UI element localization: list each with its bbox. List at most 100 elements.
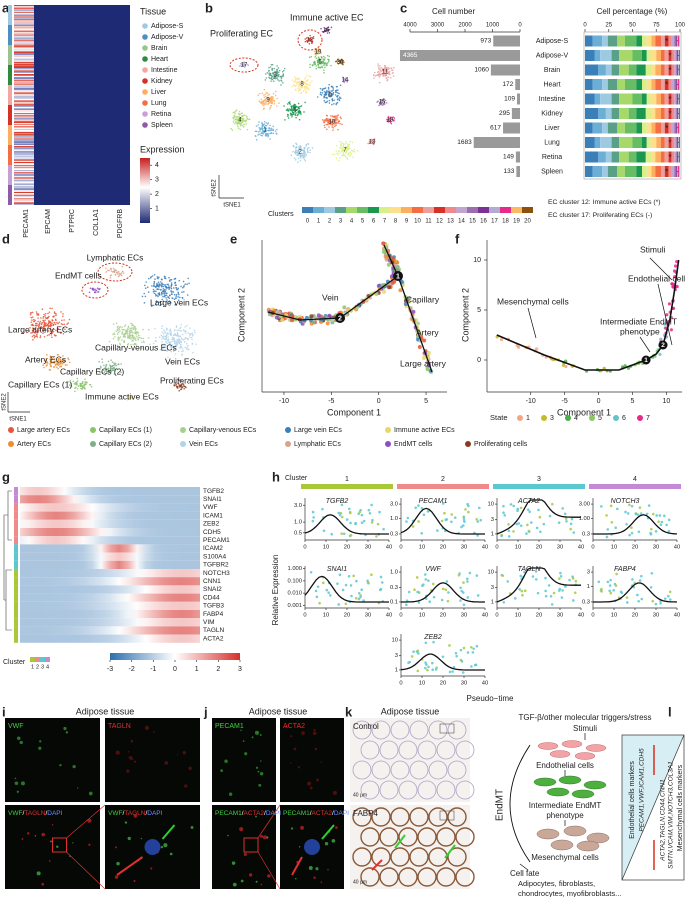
signal [190, 826, 194, 829]
cell-dot [69, 379, 72, 382]
axis-title: Cell number [432, 7, 475, 16]
cell-dot [165, 338, 168, 341]
cell-dot [526, 523, 529, 527]
tick-label: 30 [365, 613, 371, 619]
cell-dot [54, 360, 56, 363]
cell-dot [265, 133, 267, 136]
cell-dot [343, 149, 346, 152]
cell-dot [34, 331, 36, 333]
cell-dot [337, 128, 339, 131]
cell-dot [109, 276, 112, 279]
cell-dot [325, 114, 328, 117]
bar [490, 64, 520, 76]
frame [583, 31, 682, 180]
stack-segment [646, 79, 652, 90]
cell-dot [321, 119, 324, 121]
gene-label: TAGLN [203, 627, 224, 634]
cell-dot [338, 140, 341, 143]
cell-dot [327, 121, 330, 124]
cell-dot [569, 522, 573, 526]
cell-dot [272, 99, 275, 101]
cell-dot [154, 336, 157, 339]
value-label: 295 [499, 110, 510, 117]
cell-dot [264, 79, 267, 81]
legend-swatch [180, 441, 186, 447]
cell-dot [387, 76, 390, 78]
cell-dot [170, 285, 173, 288]
legend-label: 8 [394, 219, 398, 225]
panel-letter: l [668, 704, 672, 719]
node-label: 1 [644, 357, 648, 364]
cell-dot [52, 361, 55, 363]
cell-dot [130, 322, 132, 325]
cell-dot [293, 81, 295, 83]
cell-dot [337, 58, 339, 60]
cell-dot [120, 371, 122, 373]
cell-dot [90, 386, 93, 388]
cell-dot [190, 336, 193, 339]
cell-dot [285, 109, 288, 111]
cell-dot [270, 77, 272, 80]
cell-dot [131, 397, 134, 400]
tick-label: 25 [605, 23, 612, 29]
cell-dot [432, 595, 436, 599]
tick-label: -10 [526, 398, 536, 405]
cell-dot [232, 116, 235, 119]
cell-dot [331, 124, 334, 126]
cell-dot [265, 91, 268, 94]
cell-dot [322, 62, 324, 65]
cluster-label: 15 [379, 100, 386, 106]
cell-dot [340, 144, 342, 147]
heat-cell [14, 42, 34, 43]
legend-swatch [511, 207, 522, 213]
fit-curve [593, 514, 678, 535]
cell-dot [183, 387, 185, 390]
cell-dot [441, 587, 445, 591]
cell-dot [85, 381, 88, 383]
cell-dot [239, 124, 242, 126]
cell-dot [345, 142, 347, 145]
channel-part: PECAM1 [215, 810, 242, 817]
stack-segment [678, 108, 680, 119]
cell-dot [191, 332, 194, 334]
cell-dot [169, 343, 171, 346]
cell-dot [189, 334, 191, 336]
cell-dot [663, 514, 666, 518]
signal [114, 875, 119, 879]
signal [127, 836, 131, 841]
legend-swatch [142, 45, 148, 51]
cell-dot [316, 96, 319, 98]
signal [133, 879, 136, 883]
stack-segment [655, 108, 661, 119]
cell-dot [165, 297, 167, 299]
cell-dot [46, 354, 48, 356]
cell-dot [312, 35, 315, 38]
cluster-label: 12 [307, 38, 314, 44]
stack-segment [592, 79, 603, 90]
cell-dot [152, 342, 155, 345]
cell-dot [291, 111, 294, 114]
tick-label: 1000 [486, 23, 500, 29]
cell-dot [328, 92, 330, 94]
stack-segment [661, 64, 665, 76]
cell-dot [272, 92, 275, 95]
cell-dot [134, 342, 137, 345]
marker: * [668, 52, 671, 61]
heat-cell [14, 12, 34, 13]
cell-dot [321, 92, 324, 94]
cluster-bar [397, 484, 489, 489]
cell-dot [370, 521, 374, 524]
cell-dot [332, 126, 335, 129]
cell-dot [242, 126, 245, 128]
cell-dot [320, 57, 323, 59]
heat-cell [14, 139, 34, 140]
cell-dot [107, 371, 109, 373]
cell-dot [346, 158, 349, 161]
cell-dot [426, 350, 431, 355]
cell-dot [174, 342, 177, 345]
cell-dot [161, 282, 163, 285]
cell-dot [116, 344, 119, 347]
cell-dot [156, 288, 159, 290]
cell-dot [128, 335, 131, 338]
cell-dot [454, 651, 458, 655]
